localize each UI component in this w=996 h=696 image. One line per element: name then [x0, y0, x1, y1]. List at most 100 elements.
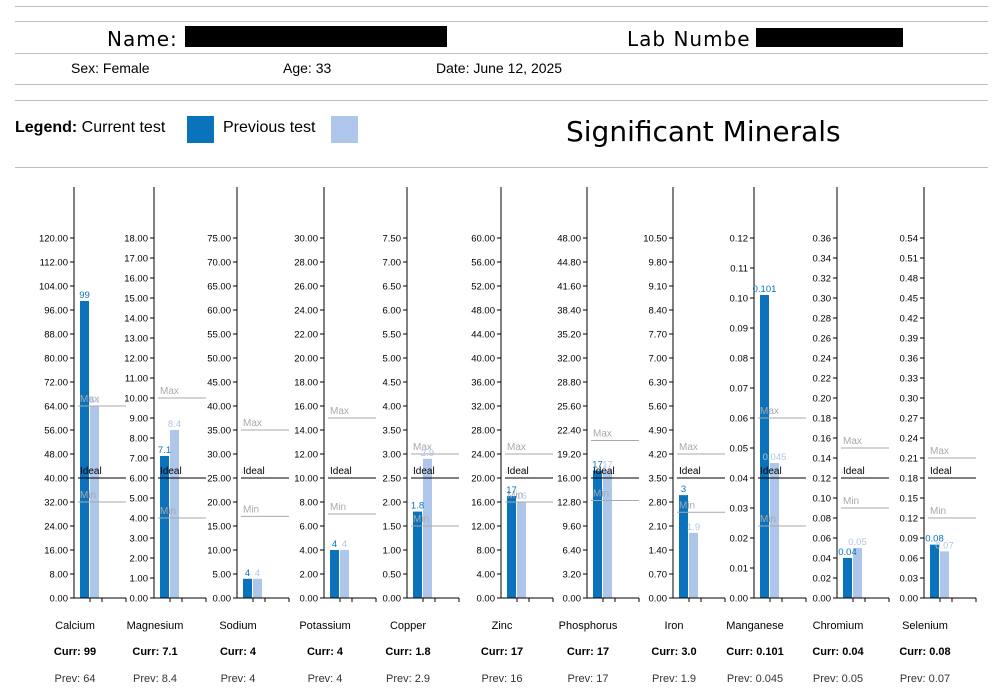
sodium-tick-label: 65.00 — [207, 282, 231, 293]
magnesium-tick-label: 8.00 — [130, 434, 149, 445]
chromium-tick-label: 0.16 — [813, 434, 832, 445]
sodium-previous-value: 4 — [255, 568, 260, 579]
calcium-tick-label: 104.00 — [39, 282, 68, 293]
legend: Legend: Current test — [15, 119, 165, 137]
calcium-prev-label: Prev: 64 — [55, 673, 96, 685]
chromium-previous-bar — [853, 548, 862, 598]
chromium-name-label: Chromium — [813, 620, 864, 632]
name-redaction — [185, 26, 447, 47]
sodium-curr-label: Curr: 4 — [220, 646, 257, 658]
iron-current-value: 3 — [681, 484, 686, 495]
magnesium-tick-label: 0.00 — [130, 594, 149, 605]
phosphorus-tick-label: 32.00 — [557, 354, 581, 365]
chromium-ideal-label: Ideal — [843, 466, 865, 477]
potassium-tick-label: 0.00 — [300, 594, 319, 605]
chromium-current-bar — [843, 558, 852, 598]
sodium-tick-label: 75.00 — [207, 234, 231, 245]
phosphorus-min-label: Min — [593, 489, 609, 500]
manganese-tick-label: 0.03 — [730, 504, 749, 515]
potassium-current-bar — [330, 550, 339, 598]
copper-tick-label: 2.50 — [383, 474, 402, 485]
manganese-previous-bar — [770, 463, 779, 598]
sodium-name-label: Sodium — [219, 620, 256, 632]
manganese-tick-label: 0.08 — [730, 354, 749, 365]
legend-title: Legend: — [15, 119, 78, 136]
iron-name-label: Iron — [665, 620, 684, 632]
selenium-tick-label: 0.30 — [900, 394, 919, 405]
phosphorus-previous-value: 17 — [602, 460, 613, 471]
calcium-current-bar — [80, 301, 89, 598]
potassium-tick-label: 8.00 — [300, 498, 319, 509]
potassium-tick-label: 16.00 — [294, 402, 318, 413]
selenium-prev-label: Prev: 0.07 — [900, 673, 950, 685]
selenium-tick-label: 0.51 — [900, 254, 919, 265]
iron-tick-label: 8.40 — [649, 306, 668, 317]
copper-min-label: Min — [413, 514, 429, 525]
lab-number-label: Lab Numbe — [627, 27, 751, 51]
manganese-tick-label: 0.06 — [730, 414, 749, 425]
selenium-ideal-label: Ideal — [930, 466, 952, 477]
calcium-current-value: 99 — [79, 290, 90, 301]
sodium-tick-label: 60.00 — [207, 306, 231, 317]
selenium-tick-label: 0.21 — [900, 454, 919, 465]
manganese-min-label: Min — [760, 514, 776, 525]
copper-tick-label: 3.50 — [383, 426, 402, 437]
selenium-tick-label: 0.09 — [900, 534, 919, 545]
selenium-current-bar — [930, 544, 939, 598]
manganese-tick-label: 0.02 — [730, 534, 749, 545]
chromium-tick-label: 0.14 — [813, 454, 832, 465]
phosphorus-tick-label: 9.60 — [563, 522, 582, 533]
zinc-name-label: Zinc — [492, 620, 513, 632]
magnesium-prev-label: Prev: 8.4 — [133, 673, 177, 685]
header-rule-top — [15, 6, 988, 7]
legend-previous-label: Previous test — [223, 119, 316, 136]
legend-rule — [15, 167, 988, 168]
phosphorus-tick-label: 16.00 — [557, 474, 581, 485]
selenium-name-label: Selenium — [902, 620, 948, 632]
potassium-ideal-label: Ideal — [330, 466, 352, 477]
legend-previous: Previous test — [223, 119, 315, 137]
zinc-tick-label: 8.00 — [477, 546, 496, 557]
sodium-current-value: 4 — [245, 568, 250, 579]
chromium-tick-label: 0.08 — [813, 514, 832, 525]
phosphorus-ideal-label: Ideal — [593, 466, 615, 477]
iron-tick-label: 3.50 — [649, 474, 668, 485]
calcium-tick-label: 0.00 — [50, 594, 69, 605]
sodium-prev-label: Prev: 4 — [221, 673, 256, 685]
calcium-tick-label: 8.00 — [50, 570, 69, 581]
phosphorus-current-bar — [593, 470, 602, 598]
selenium-tick-label: 0.42 — [900, 314, 919, 325]
zinc-tick-label: 40.00 — [471, 354, 495, 365]
chromium-tick-label: 0.00 — [813, 594, 832, 605]
copper-tick-label: 7.00 — [383, 258, 402, 269]
sodium-tick-label: 30.00 — [207, 450, 231, 461]
iron-tick-label: 5.60 — [649, 402, 668, 413]
magnesium-current-value: 7.1 — [158, 445, 171, 456]
potassium-current-value: 4 — [332, 539, 337, 550]
magnesium-tick-label: 14.00 — [124, 314, 148, 325]
chromium-tick-label: 0.34 — [813, 254, 832, 265]
chromium-tick-label: 0.26 — [813, 334, 832, 345]
copper-tick-label: 6.50 — [383, 282, 402, 293]
calcium-tick-label: 56.00 — [44, 426, 68, 437]
iron-tick-label: 6.30 — [649, 378, 668, 389]
chromium-min-label: Min — [843, 496, 859, 507]
manganese-tick-label: 0.00 — [730, 594, 749, 605]
chromium-tick-label: 0.30 — [813, 294, 832, 305]
magnesium-name-label: Magnesium — [127, 620, 184, 632]
magnesium-tick-label: 4.00 — [130, 514, 149, 525]
magnesium-ideal-label: Ideal — [160, 466, 182, 477]
calcium-ideal-label: Ideal — [80, 466, 102, 477]
sodium-tick-label: 10.00 — [207, 546, 231, 557]
header-rule — [15, 84, 988, 85]
magnesium-tick-label: 11.00 — [125, 374, 148, 385]
copper-tick-label: 4.50 — [383, 378, 402, 389]
iron-tick-label: 4.20 — [649, 450, 668, 461]
phosphorus-tick-label: 28.80 — [557, 378, 581, 389]
phosphorus-tick-label: 35.20 — [557, 330, 581, 341]
magnesium-tick-label: 3.00 — [130, 534, 149, 545]
manganese-tick-label: 0.04 — [730, 474, 749, 485]
header-rule — [15, 53, 988, 54]
selenium-previous-value: 0.07 — [935, 540, 954, 551]
